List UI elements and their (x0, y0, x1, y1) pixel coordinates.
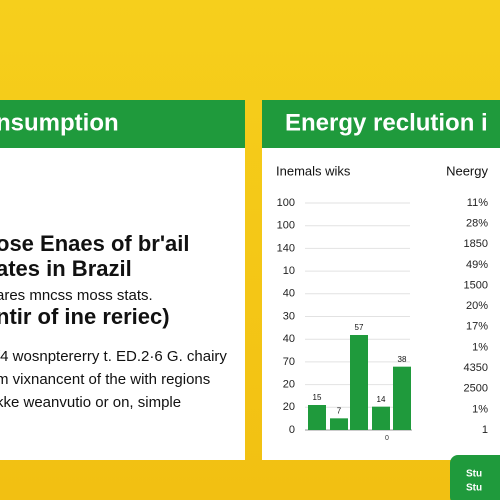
axis-label: 20 (283, 401, 295, 413)
right-header-bar (262, 100, 500, 148)
column-value: 2500 (464, 383, 488, 395)
column-title: Neergy (446, 163, 488, 178)
panel-line: ares mncss moss stats. (0, 287, 153, 304)
bar (393, 366, 411, 430)
panel-line: ntir of ine reriec) (0, 304, 170, 329)
axis-label: 40 (283, 288, 295, 300)
panel-line: ose Enaes of br'ail (0, 231, 190, 256)
column-value: 1% (472, 403, 488, 415)
bar-label: 15 (313, 393, 322, 402)
bar-label: 14 (377, 395, 386, 404)
bar-label: 7 (337, 406, 342, 415)
axis-label: 30 (283, 310, 295, 322)
bar-label: 38 (398, 355, 407, 364)
axis-label: 140 (277, 242, 295, 254)
column-value: 28% (466, 218, 488, 230)
panel-line: /4 wosnptererry t. ED.2·6 G. chairy (0, 348, 227, 365)
left-panel (0, 148, 245, 460)
bar (372, 406, 390, 430)
column-value: 11% (467, 197, 488, 209)
axis-label: 100 (277, 220, 295, 232)
bar (308, 405, 326, 430)
bar (330, 418, 348, 430)
column-value: 1% (472, 341, 488, 353)
column-value: 17% (466, 321, 488, 333)
badge (450, 455, 500, 500)
left-header: nsumption (0, 109, 119, 136)
right-header: Energy reclution i (285, 109, 488, 136)
panel-line: ates in Brazil (0, 256, 132, 281)
bar-label: 57 (355, 323, 364, 332)
column-value: 49% (466, 259, 488, 271)
axis-label: 10 (283, 265, 295, 277)
badge-text: Stu (466, 469, 482, 480)
axis-label: 0 (289, 424, 295, 436)
axis-base-label: 0 (385, 435, 389, 442)
column-value: 20% (466, 300, 488, 312)
column-value: 1850 (464, 238, 488, 250)
axis-label: 40 (283, 333, 295, 345)
axis-label: 70 (283, 356, 295, 368)
badge-text: Stu (466, 483, 482, 494)
panel-line: m vixnancent of the with regions (0, 371, 210, 388)
column-value: 1500 (464, 279, 488, 291)
panel-line: kke weanvutio or on, simple (0, 394, 181, 411)
axis-label: 100 (277, 197, 295, 209)
bar (350, 335, 368, 430)
column-value: 4350 (464, 362, 488, 374)
axis-label: 20 (283, 379, 295, 391)
column-value: 1 (482, 424, 488, 436)
chart-title: Inemals wiks (276, 163, 351, 178)
left-header-bar (0, 100, 245, 148)
